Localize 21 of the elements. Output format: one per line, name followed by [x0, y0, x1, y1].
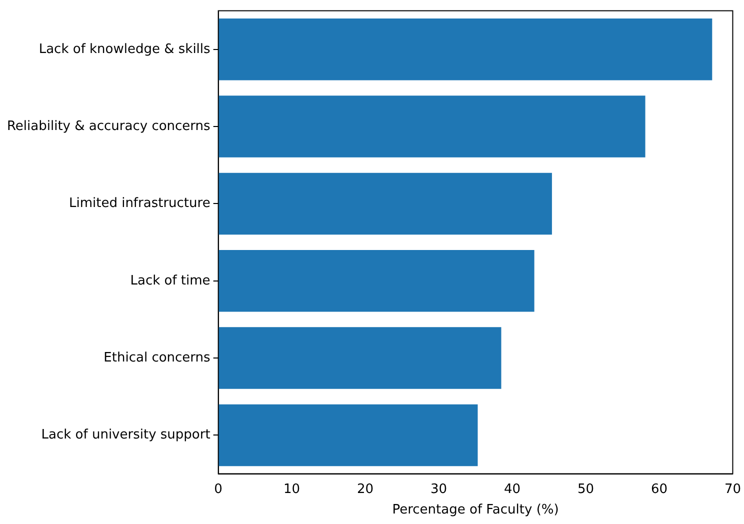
y-tick-label: Lack of knowledge & skills: [38, 42, 211, 57]
bar: [218, 172, 552, 235]
x-tick-label: 10: [284, 482, 300, 497]
x-tick-label: 40: [504, 482, 521, 497]
y-tick-label: Lack of time: [130, 273, 210, 288]
x-tick-label: 30: [430, 482, 448, 497]
y-tick-label: Limited infrastructure: [68, 196, 210, 212]
bar: [218, 96, 646, 158]
y-tick-label: Reliability & accuracy concerns: [6, 118, 211, 134]
bar: [218, 250, 534, 312]
y-tick-label: Lack of university support: [41, 428, 210, 443]
x-tick-label: 20: [357, 482, 374, 497]
bar: [218, 18, 712, 80]
x-tick-label: 70: [724, 482, 741, 497]
x-tick-label: 0: [214, 482, 222, 497]
bar: [218, 327, 502, 389]
x-axis-title: Percentage of Faculty (%): [392, 502, 559, 518]
y-tick-label: Ethical concerns: [104, 350, 211, 366]
x-tick-label: 60: [650, 482, 668, 497]
x-tick-label: 50: [577, 482, 594, 497]
bar: [218, 404, 478, 466]
